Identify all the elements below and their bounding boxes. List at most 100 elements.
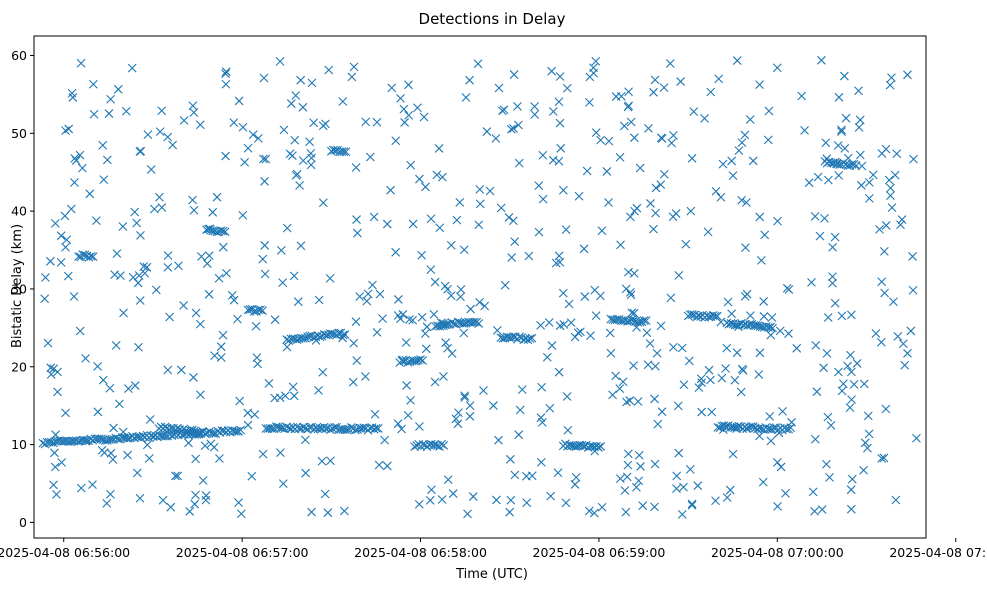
data-point	[787, 417, 796, 427]
data-point	[240, 157, 250, 167]
data-point	[215, 454, 224, 463]
data-point	[382, 219, 392, 229]
data-point	[413, 103, 422, 113]
data-point-track-d	[786, 423, 796, 433]
data-point	[772, 457, 782, 467]
data-point-track-s	[712, 311, 722, 321]
data-point	[650, 394, 659, 404]
data-point	[808, 487, 818, 497]
data-point	[846, 485, 856, 495]
data-point	[446, 291, 456, 301]
data-point	[145, 415, 155, 424]
data-point	[52, 489, 61, 499]
data-point	[737, 195, 746, 205]
data-point	[837, 311, 847, 321]
data-point	[124, 384, 133, 393]
data-point	[393, 419, 403, 429]
data-point	[218, 242, 228, 252]
data-point	[108, 455, 118, 464]
data-point	[876, 337, 886, 347]
data-point	[605, 328, 615, 338]
data-point	[792, 343, 802, 353]
data-point	[810, 434, 820, 444]
data-point	[189, 373, 198, 382]
data-point	[110, 270, 120, 279]
data-point	[863, 443, 872, 453]
data-point	[650, 502, 659, 512]
data-point	[386, 185, 395, 195]
data-point	[369, 212, 379, 222]
data-point	[885, 80, 895, 90]
data-point-track-g	[577, 440, 587, 450]
data-point	[250, 410, 260, 419]
data-point-track-b	[357, 424, 367, 433]
data-point	[251, 321, 261, 331]
data-point	[116, 271, 125, 281]
data-point	[143, 130, 153, 140]
data-point	[191, 490, 200, 500]
data-point	[43, 338, 53, 348]
data-point	[908, 285, 918, 295]
data-point	[815, 231, 825, 241]
data-point	[309, 118, 319, 128]
data-point	[621, 507, 631, 517]
x-tick-label: 2025-04-08 07:01:00	[889, 545, 987, 560]
data-point	[840, 143, 850, 153]
data-point	[368, 280, 377, 290]
data-point	[510, 237, 520, 247]
data-point	[216, 342, 226, 352]
data-point	[485, 186, 495, 196]
data-point	[305, 137, 314, 147]
data-point	[879, 246, 889, 256]
data-point	[123, 450, 132, 460]
data-point	[391, 247, 401, 257]
data-point	[102, 498, 112, 508]
data-point	[622, 472, 632, 482]
data-point	[629, 361, 638, 370]
data-point	[491, 134, 501, 143]
data-point	[438, 172, 447, 182]
data-point	[604, 198, 613, 207]
data-point	[214, 273, 224, 283]
data-point	[755, 80, 764, 89]
data-point	[634, 476, 644, 486]
data-point	[765, 411, 775, 421]
data-point	[185, 507, 195, 516]
data-point	[824, 175, 833, 185]
data-point	[206, 439, 216, 449]
data-point	[443, 475, 453, 484]
data-point	[204, 251, 214, 260]
data-point	[555, 257, 565, 267]
data-point	[201, 495, 211, 505]
data-point	[887, 203, 897, 213]
data-point	[408, 315, 418, 325]
data-point	[318, 198, 328, 208]
data-point	[880, 288, 889, 298]
data-point	[847, 474, 857, 484]
data-point	[846, 504, 856, 514]
data-point	[657, 407, 667, 417]
data-point-track-o	[339, 147, 349, 157]
data-point	[591, 128, 601, 137]
data-point	[158, 495, 168, 505]
data-point	[669, 130, 678, 140]
data-point	[155, 127, 165, 137]
data-point	[912, 433, 921, 443]
data-point	[173, 471, 183, 481]
data-point	[221, 69, 230, 79]
data-point	[504, 213, 514, 222]
data-point	[190, 499, 200, 509]
data-point	[840, 71, 849, 81]
data-point	[545, 403, 555, 413]
data-point	[725, 485, 735, 495]
data-point	[871, 329, 881, 338]
data-point	[76, 58, 86, 68]
data-point	[325, 273, 335, 283]
data-point	[585, 97, 594, 107]
data-point	[534, 181, 544, 190]
data-point-track-o	[337, 147, 347, 156]
data-point-track-h	[416, 355, 425, 364]
data-point	[651, 208, 660, 218]
data-point	[459, 328, 469, 338]
data-point	[417, 250, 427, 260]
